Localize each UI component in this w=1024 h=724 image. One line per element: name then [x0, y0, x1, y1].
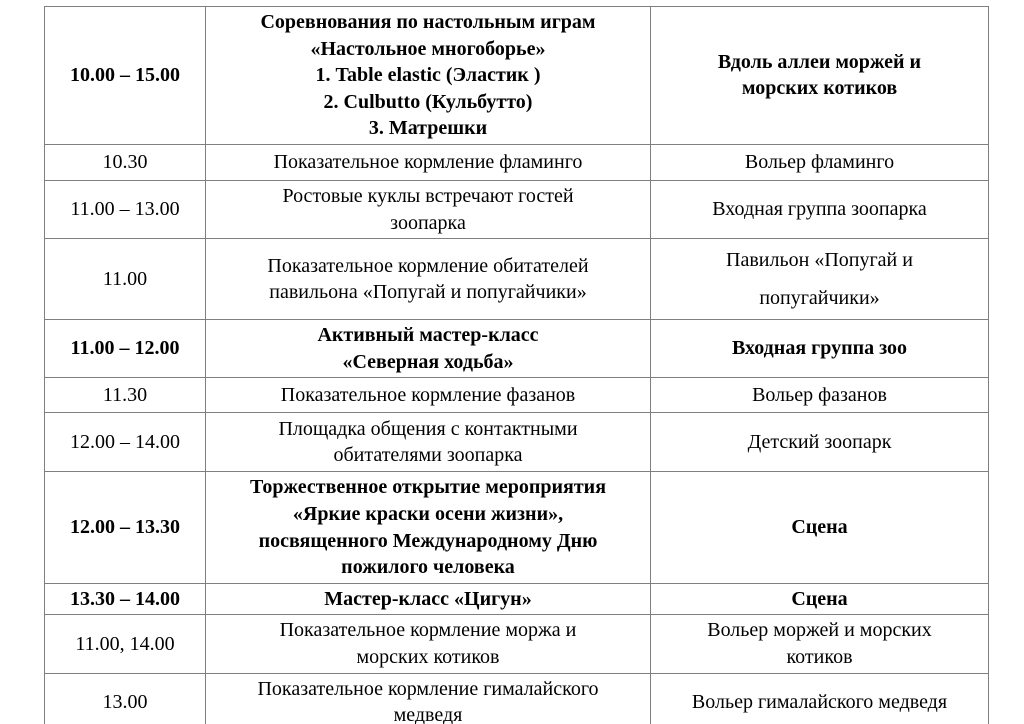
time-cell: 13.00 [44, 672, 206, 724]
time-cell: 10.00 – 15.00 [44, 6, 206, 145]
time-cell: 11.00 – 13.00 [44, 179, 206, 240]
location-cell: Вдоль аллеи моржей и морских котиков [650, 6, 989, 145]
location-cell: Вольер фламинго [650, 143, 989, 181]
event-cell: Показательное кормление обитателей павил… [205, 238, 651, 321]
table-row: 13.30 – 14.00 Мастер-класс «Цигун» Сцена [44, 582, 989, 616]
time-cell: 10.30 [44, 143, 206, 181]
time-cell: 11.00 – 12.00 [44, 319, 206, 379]
event-cell: Ростовые куклы встречают гостей зоопарка [205, 179, 651, 240]
table-row: 11.00 Показательное кормление обитателей… [44, 238, 989, 321]
event-cell: Мастер-класс «Цигун» [205, 582, 651, 616]
time-cell: 12.00 – 14.00 [44, 412, 206, 473]
table-row: 12.00 – 13.30 Торжественное открытие мер… [44, 471, 989, 584]
location-cell: Сцена [650, 582, 989, 616]
table-row: 13.00 Показательное кормление гималайско… [44, 672, 989, 724]
event-cell: Торжественное открытие мероприятия «Ярки… [205, 471, 651, 584]
location-cell: Павильон «Попугай и попугайчики» [650, 238, 989, 321]
time-cell: 11.30 [44, 377, 206, 414]
table-row: 11.00 – 12.00 Активный мастер-класс «Сев… [44, 319, 989, 379]
time-cell: 12.00 – 13.30 [44, 471, 206, 584]
location-cell: Вольер фазанов [650, 377, 989, 414]
event-cell: Активный мастер-класс «Северная ходьба» [205, 319, 651, 379]
schedule-table: 10.00 – 15.00 Соревнования по настольным… [44, 6, 989, 724]
time-cell: 11.00, 14.00 [44, 614, 206, 674]
location-cell: Детский зоопарк [650, 412, 989, 473]
time-cell: 11.00 [44, 238, 206, 321]
location-cell: Входная группа зоо [650, 319, 989, 379]
time-cell: 13.30 – 14.00 [44, 582, 206, 616]
table-row: 10.00 – 15.00 Соревнования по настольным… [44, 6, 989, 145]
table-row: 12.00 – 14.00 Площадка общения с контакт… [44, 412, 989, 473]
location-cell: Сцена [650, 471, 989, 584]
event-cell: Показательное кормление моржа и морских … [205, 614, 651, 674]
event-cell: Соревнования по настольным играм «Настол… [205, 6, 651, 145]
event-cell: Показательное кормление гималайского мед… [205, 672, 651, 724]
location-cell: Вольер моржей и морских котиков [650, 614, 989, 674]
location-cell: Входная группа зоопарка [650, 179, 989, 240]
table-row: 11.00 – 13.00 Ростовые куклы встречают г… [44, 179, 989, 240]
location-cell: Вольер гималайского медведя [650, 672, 989, 724]
table-row: 11.30 Показательное кормление фазанов Во… [44, 377, 989, 414]
event-cell: Показательное кормление фазанов [205, 377, 651, 414]
table-row: 11.00, 14.00 Показательное кормление мор… [44, 614, 989, 674]
event-cell: Площадка общения с контактными обитателя… [205, 412, 651, 473]
table-row: 10.30 Показательное кормление фламинго В… [44, 143, 989, 181]
event-cell: Показательное кормление фламинго [205, 143, 651, 181]
